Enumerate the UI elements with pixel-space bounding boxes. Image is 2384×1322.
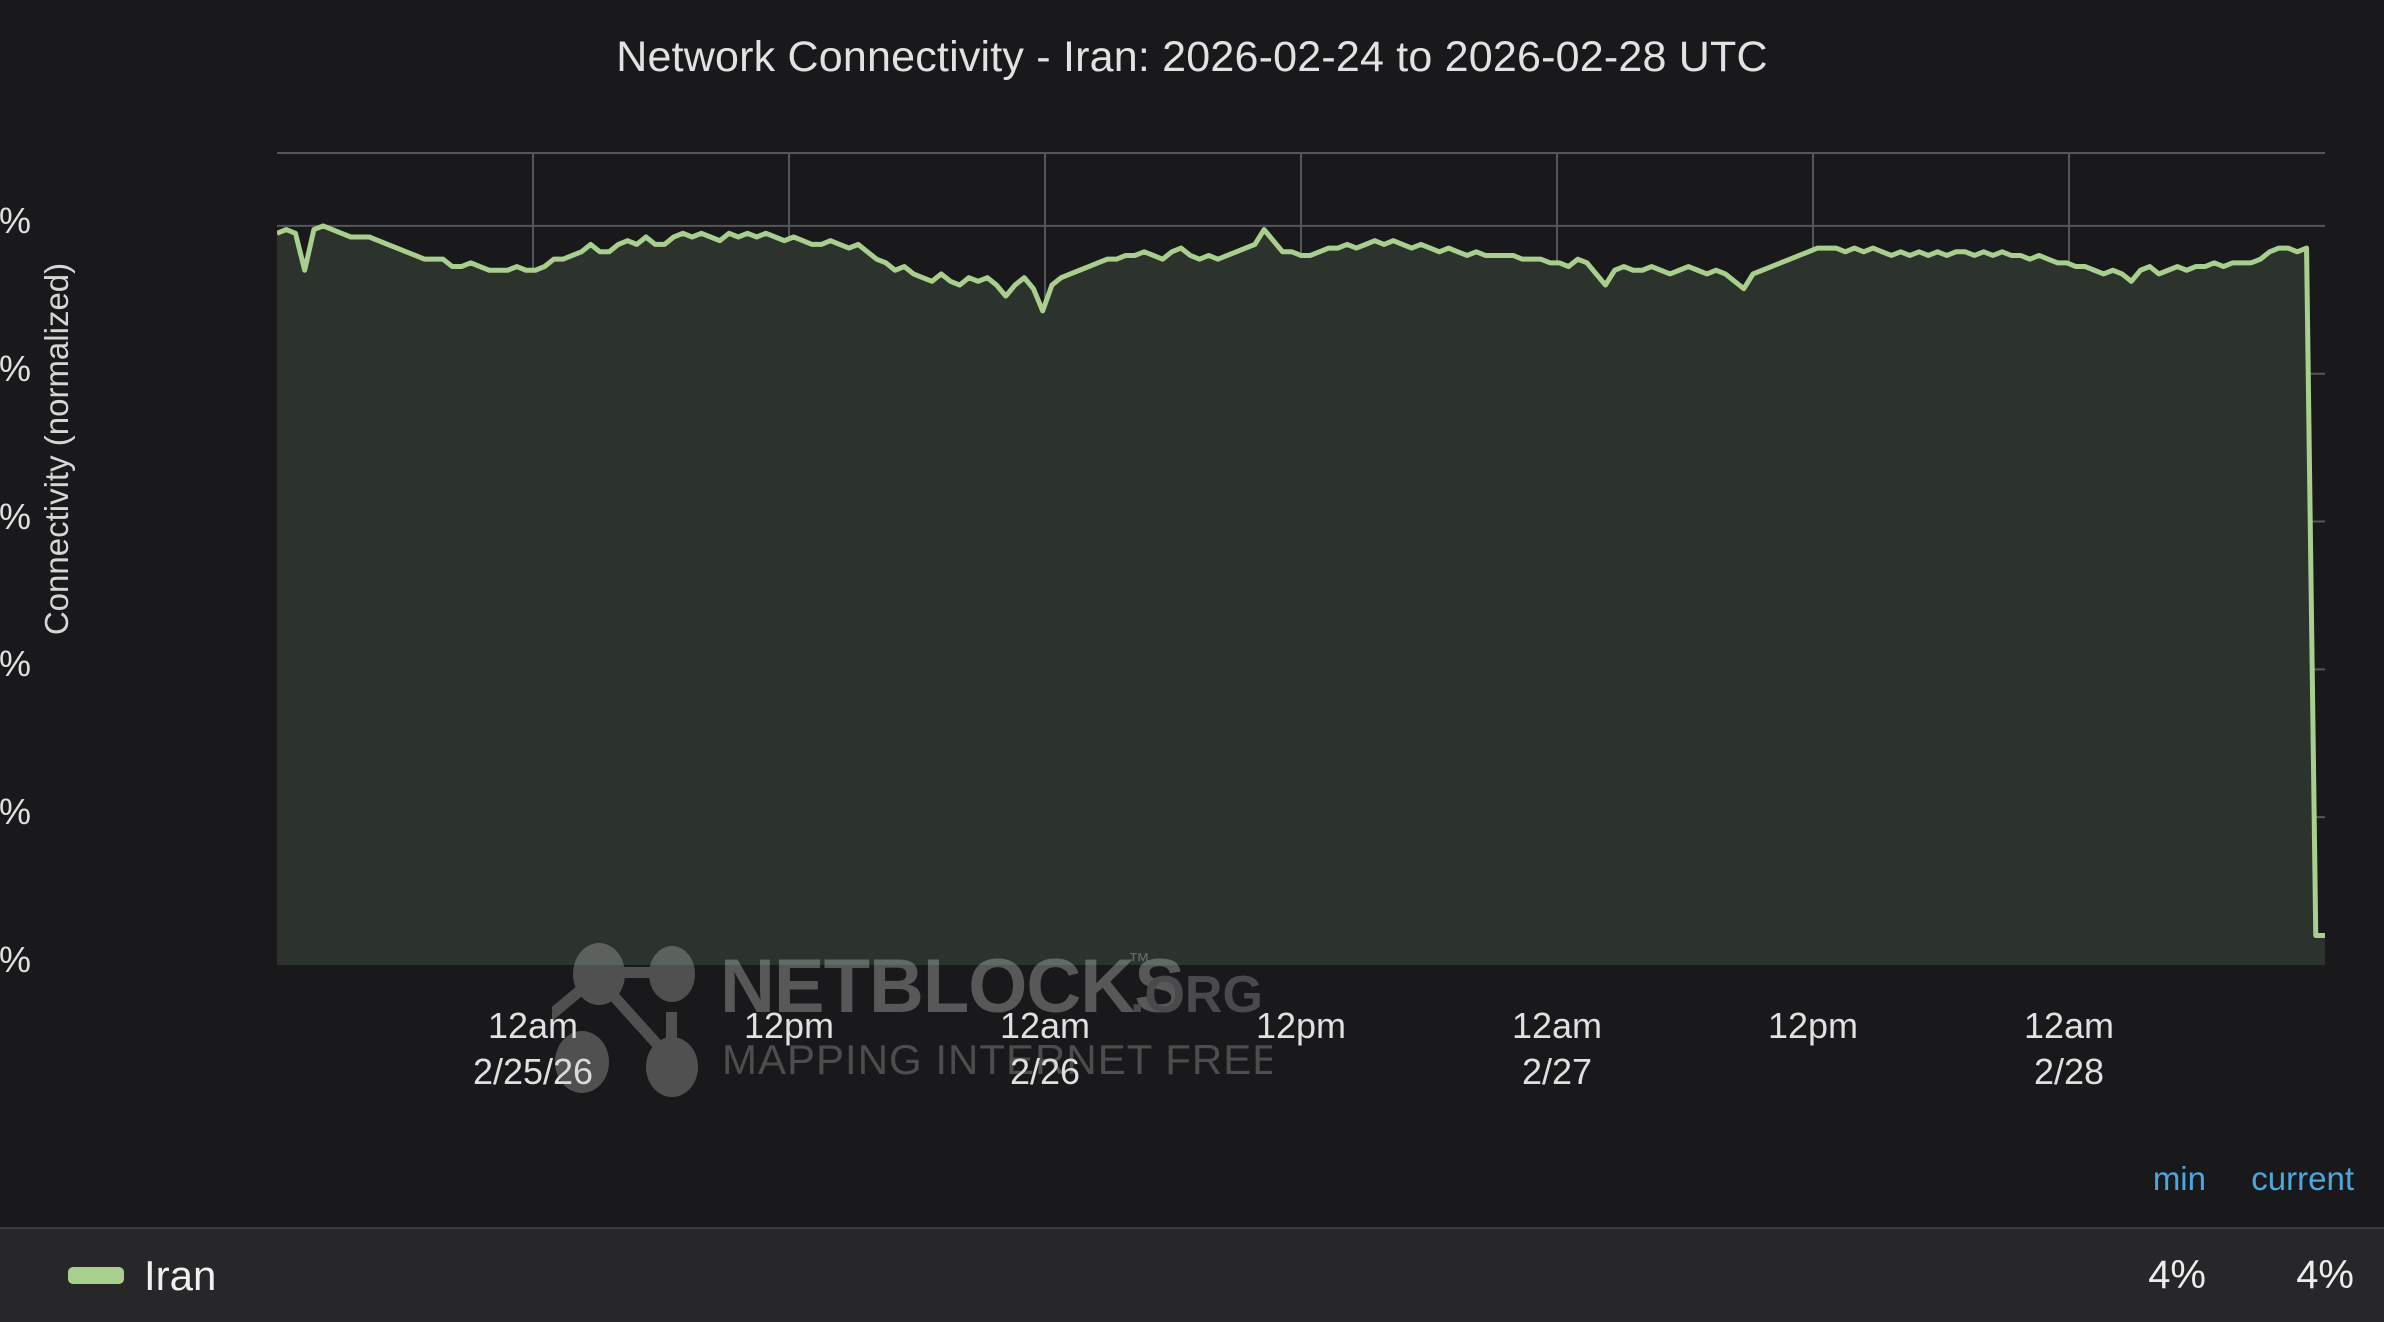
y-axis-title: Connectivity (normalized) <box>38 262 75 636</box>
y-tick-label: 0% <box>0 939 31 980</box>
x-tick-time: 12pm <box>1767 1005 1859 1046</box>
plot-area: NETBLOCKS ™ .ORG MAPPING INTERNET FREEDO… <box>277 152 2325 1097</box>
legend-header-min: min <box>2152 1160 2206 1197</box>
x-tick-time: 12am <box>487 1005 579 1046</box>
connectivity-area-plot <box>277 152 2325 965</box>
legend-values: 4% 4% <box>2076 1253 2354 1298</box>
x-tick-date: 2/26 <box>1009 1051 1081 1092</box>
y-tick-label: 60% <box>0 495 31 537</box>
legend-item-iran[interactable]: Iran <box>68 1252 216 1300</box>
series-area-iran <box>277 225 2325 965</box>
legend-header-current: current <box>2251 1160 2354 1197</box>
network-connectivity-chart: Network Connectivity - Iran: 2026-02-24 … <box>0 33 2354 1198</box>
legend-value-current: 4% <box>2296 1253 2354 1297</box>
x-tick-label: 12am 2/27 <box>1427 1003 1687 1095</box>
legend-bar: Iran 4% 4% <box>0 1227 2384 1322</box>
x-tick-date: 2/27 <box>1521 1051 1593 1092</box>
x-tick-label: 12pm <box>659 1003 919 1049</box>
x-tick-time: 12am <box>2023 1005 2115 1046</box>
series-group <box>277 226 2325 965</box>
x-tick-label: 12am 2/26 <box>915 1003 1175 1095</box>
x-tick-time: 12am <box>1511 1005 1603 1046</box>
x-tick-label: 12am 2/28 <box>1939 1003 2199 1095</box>
legend-value-min: 4% <box>2148 1253 2206 1297</box>
y-tick-label: 40% <box>0 643 31 685</box>
x-tick-date: 2/28 <box>2033 1051 2105 1092</box>
x-tick-time: 12pm <box>1255 1005 1347 1046</box>
legend-color-swatch-icon <box>68 1267 124 1284</box>
x-tick-label: 12am 2/25/26 <box>403 1003 663 1095</box>
x-tick-date: 2/25/26 <box>472 1051 594 1092</box>
page-title: Network Connectivity - Iran: 2026-02-24 … <box>616 33 1768 81</box>
y-tick-label: 80% <box>0 347 31 389</box>
legend-column-headers: min current <box>2076 1160 2354 1198</box>
x-tick-label: 12pm <box>1171 1003 1431 1049</box>
y-tick-label: 20% <box>0 791 31 833</box>
y-tick-label: 100% <box>0 199 31 241</box>
legend-series-label: Iran <box>144 1251 217 1299</box>
x-tick-label: 12pm <box>1683 1003 1943 1049</box>
x-tick-time: 12am <box>999 1005 1091 1046</box>
x-tick-time: 12pm <box>743 1005 835 1046</box>
series-line-iran <box>277 226 2325 936</box>
